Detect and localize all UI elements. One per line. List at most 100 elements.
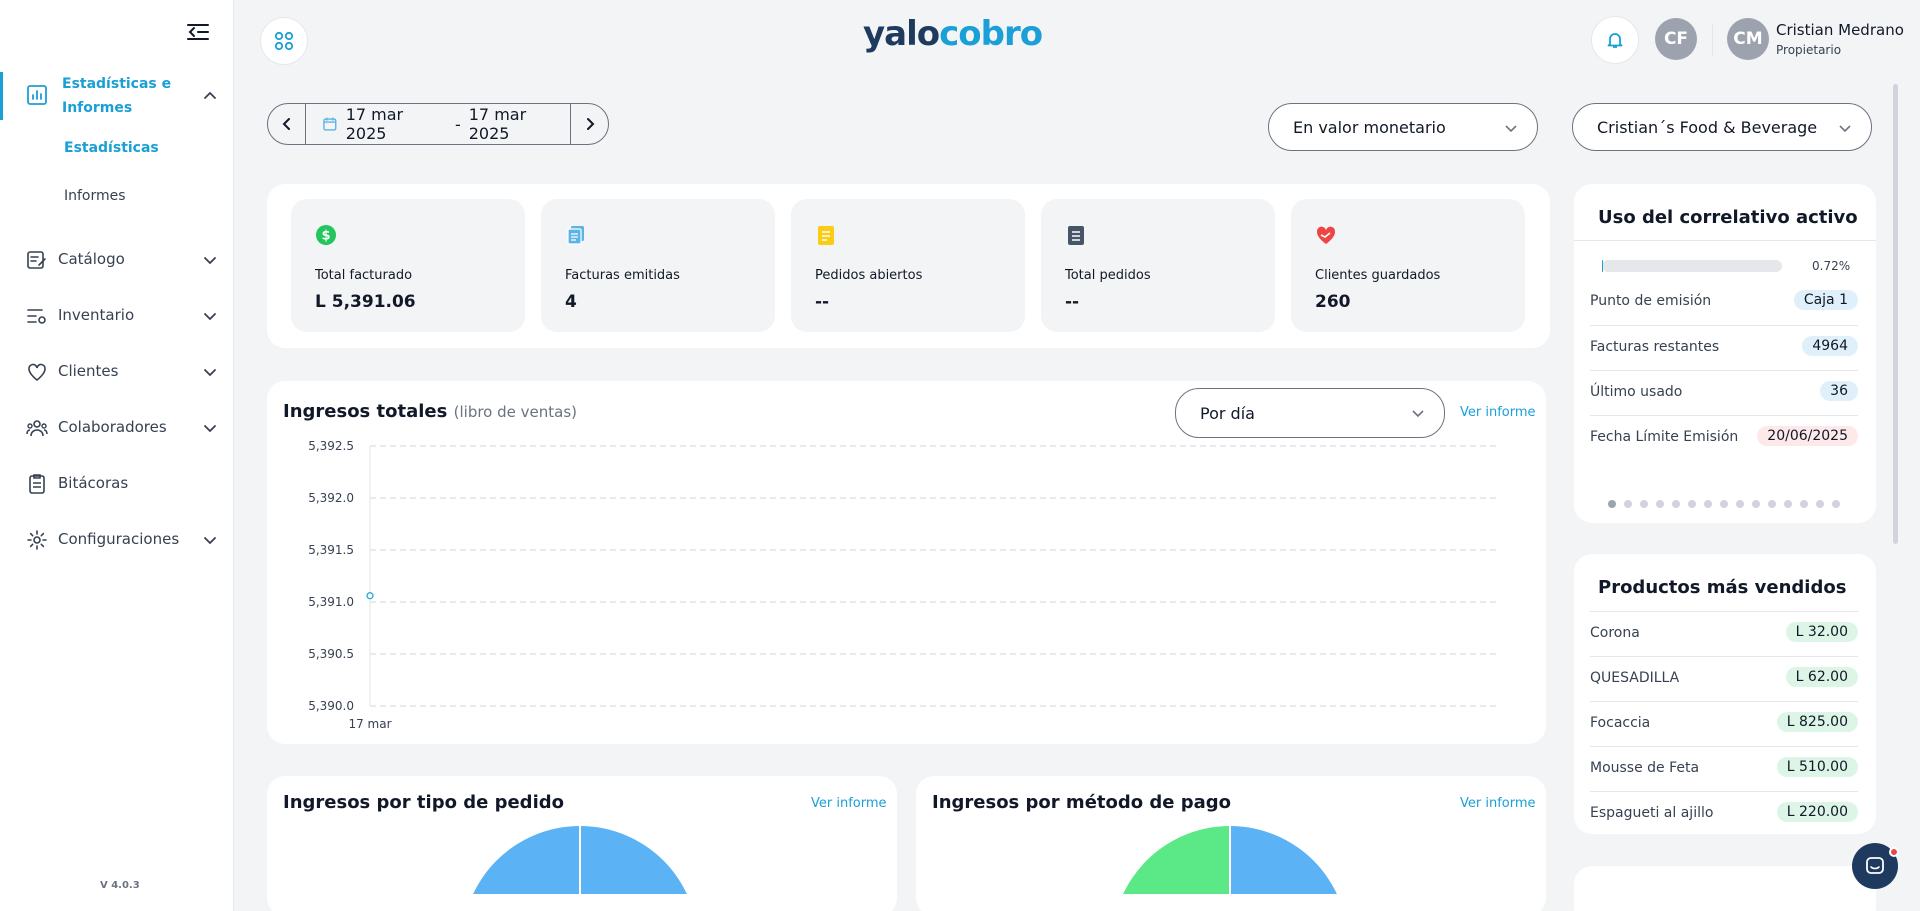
y-tick-label: 5,391.0 — [308, 595, 354, 609]
previous-date-button[interactable] — [268, 104, 306, 144]
top-products-title: Productos más vendidos — [1598, 577, 1847, 598]
svg-text:$: $ — [321, 229, 330, 244]
kpi-value: 4 — [565, 292, 577, 312]
apps-button[interactable] — [260, 17, 308, 65]
business-select[interactable]: Cristian´s Food & Beverage — [1572, 103, 1872, 151]
notifications-button[interactable] — [1591, 16, 1639, 64]
user-name[interactable]: Cristian Medrano — [1776, 21, 1904, 39]
carousel-dot[interactable] — [1816, 500, 1824, 508]
carousel-dot[interactable] — [1704, 500, 1712, 508]
x-tick-label: 17 mar — [348, 717, 391, 731]
sidebar-item-label: Catálogo — [58, 250, 125, 268]
carousel-dot[interactable] — [1720, 500, 1728, 508]
correlative-row: Fecha Límite Emisión 20/06/2025 — [1590, 415, 1858, 460]
carousel-dot[interactable] — [1608, 500, 1616, 508]
sidebar-item-label: Clientes — [58, 362, 119, 380]
sidebar-item-clientes[interactable]: Clientes — [0, 360, 234, 384]
sidebar-item-label: Inventario — [58, 306, 135, 324]
date-range-display[interactable]: 17 mar 2025 - 17 mar 2025 — [306, 104, 570, 144]
org-avatar[interactable]: CF — [1655, 18, 1697, 60]
y-tick-label: 5,392.0 — [308, 491, 354, 505]
business-value: Cristian´s Food & Beverage — [1597, 117, 1818, 137]
order-type-title: Ingresos por tipo de pedido — [283, 792, 564, 813]
sidebar-item-colaboradores[interactable]: Colaboradores — [0, 416, 234, 440]
kpi-label: Total facturado — [315, 268, 413, 283]
product-name: Espagueti al ajillo — [1590, 805, 1714, 821]
carousel-dot[interactable] — [1768, 500, 1776, 508]
carousel-dot[interactable] — [1752, 500, 1760, 508]
period-value: Por día — [1200, 403, 1255, 423]
carousel-dot[interactable] — [1624, 500, 1632, 508]
value-mode-select[interactable]: En valor monetario — [1268, 103, 1538, 151]
data-point[interactable] — [366, 592, 374, 600]
header-divider — [1712, 24, 1713, 56]
carousel-dot[interactable] — [1656, 500, 1664, 508]
calendar-icon — [323, 117, 337, 131]
correlative-row: Facturas restantes 4964 — [1590, 325, 1858, 370]
order-type-report-link[interactable]: Ver informe — [811, 796, 887, 811]
carousel-dot[interactable] — [1832, 500, 1840, 508]
edit-list-icon — [26, 249, 48, 271]
collapse-sidebar-icon[interactable] — [186, 20, 210, 44]
product-row[interactable]: Corona L 32.00 — [1590, 611, 1858, 656]
product-row[interactable]: Espagueti al ajillo L 220.00 — [1590, 791, 1858, 836]
product-row[interactable]: Mousse de Feta L 510.00 — [1590, 746, 1858, 791]
product-row[interactable]: Focaccia L 825.00 — [1590, 701, 1858, 746]
revenue-subtitle: (libro de ventas) — [453, 403, 578, 421]
dollar-icon: $ — [315, 224, 337, 246]
sidebar-subitem-estadisticas[interactable]: Estadísticas — [64, 140, 159, 156]
carousel-dot[interactable] — [1688, 500, 1696, 508]
app-logo[interactable]: yalocobro — [863, 14, 1043, 54]
product-amount: L 825.00 — [1776, 712, 1858, 732]
revenue-title: Ingresos totales (libro de ventas) — [283, 401, 577, 422]
sidebar-item-catalogo[interactable]: Catálogo — [0, 248, 234, 272]
correlative-row-value: 36 — [1820, 381, 1858, 401]
sidebar-item-bitacoras[interactable]: Bitácoras — [0, 472, 234, 496]
correlative-row: Punto de emisión Caja 1 — [1590, 280, 1858, 325]
chevron-down-icon — [1410, 405, 1426, 421]
carousel-dot[interactable] — [1736, 500, 1744, 508]
sidebar-subitem-informes[interactable]: Informes — [64, 188, 126, 204]
next-date-button[interactable] — [570, 104, 608, 144]
payment-method-report-link[interactable]: Ver informe — [1460, 796, 1536, 811]
date-end: 17 mar 2025 — [468, 105, 527, 143]
chat-notification-badge — [1889, 847, 1899, 857]
carousel-dot[interactable] — [1800, 500, 1808, 508]
y-tick-label: 5,391.5 — [308, 543, 354, 557]
chevron-down-icon — [202, 308, 218, 324]
product-name: Mousse de Feta — [1590, 760, 1700, 776]
correlative-row: Último usado 36 — [1590, 370, 1858, 415]
kpi-value: -- — [815, 292, 830, 312]
sidebar-item-inventario[interactable]: Inventario — [0, 304, 234, 328]
revenue-title-text: Ingresos totales — [283, 401, 448, 422]
correlative-row-label: Punto de emisión — [1590, 293, 1712, 309]
period-select[interactable]: Por día — [1175, 388, 1445, 438]
sidebar-item-estadisticas-informes[interactable]: Estadísticas e Informes — [0, 72, 234, 120]
revenue-report-link[interactable]: Ver informe — [1460, 405, 1536, 420]
kpi-label: Pedidos abiertos — [815, 268, 923, 283]
kpi-label: Clientes guardados — [1315, 268, 1441, 283]
app-version: V 4.0.3 — [100, 880, 140, 891]
carousel-dot[interactable] — [1784, 500, 1792, 508]
carousel-dot[interactable] — [1672, 500, 1680, 508]
user-avatar[interactable]: CM — [1727, 18, 1769, 60]
sidebar-item-configuraciones[interactable]: Configuraciones — [0, 528, 234, 552]
product-amount: L 32.00 — [1785, 622, 1858, 642]
kpi-value: -- — [1065, 292, 1080, 312]
user-role: Propietario — [1776, 43, 1842, 57]
chevron-right-icon — [586, 118, 594, 130]
chevron-down-icon — [202, 252, 218, 268]
revenue-card — [267, 381, 1546, 744]
product-amount: L 62.00 — [1785, 667, 1858, 687]
chevron-down-icon — [202, 364, 218, 380]
y-tick-label: 5,390.5 — [308, 647, 354, 661]
correlative-title: Uso del correlativo activo — [1598, 207, 1858, 228]
kpi-card: Facturas emitidas 4 — [541, 199, 775, 332]
chevron-up-icon — [202, 88, 218, 104]
carousel-dot[interactable] — [1640, 500, 1648, 508]
scrollbar[interactable] — [1893, 84, 1898, 544]
kpi-label: Total pedidos — [1065, 268, 1151, 283]
product-row[interactable]: QUESADILLA L 62.00 — [1590, 656, 1858, 701]
product-name: Focaccia — [1590, 715, 1651, 731]
invoices-icon — [565, 224, 587, 246]
